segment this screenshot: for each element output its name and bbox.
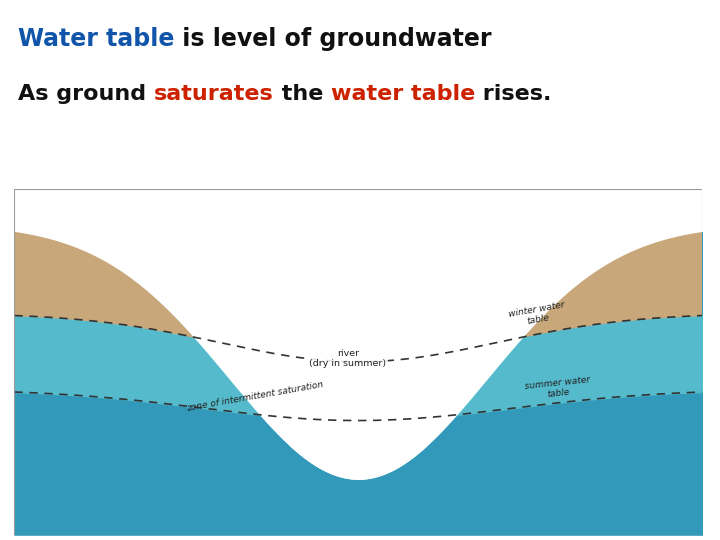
Text: As ground: As ground (18, 84, 154, 104)
Text: winter water
table: winter water table (508, 300, 567, 329)
Text: the: the (274, 84, 330, 104)
Text: saturates: saturates (154, 84, 274, 104)
Text: water table: water table (330, 84, 475, 104)
Text: rises.: rises. (475, 84, 552, 104)
Text: summer water
table: summer water table (524, 375, 591, 401)
Text: zone of intermittent saturation: zone of intermittent saturation (186, 380, 324, 413)
Text: Water table: Water table (18, 27, 174, 51)
Text: is level of groundwater: is level of groundwater (174, 27, 492, 51)
Text: river
(dry in summer): river (dry in summer) (310, 349, 387, 368)
